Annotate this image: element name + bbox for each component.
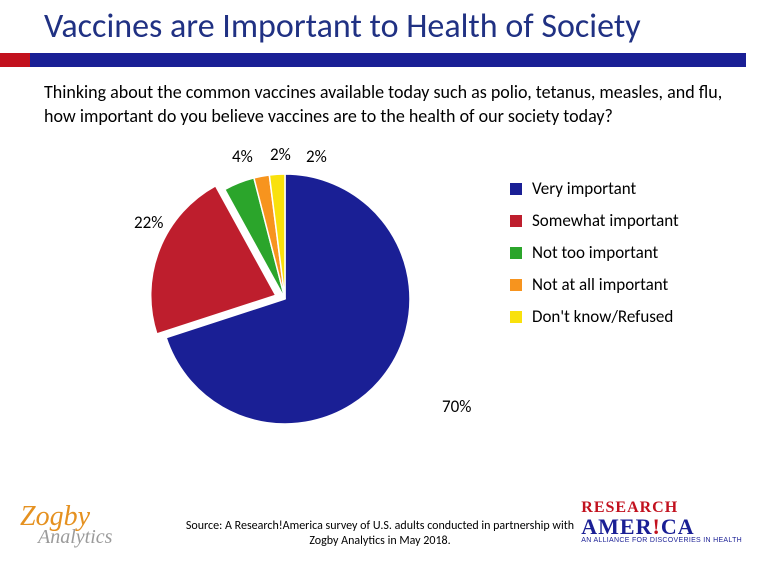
chart-legend: Very important Somewhat important Not too … [510,178,679,338]
zogby-logo: Zogby Analytics [20,505,112,546]
survey-question: Thinking about the common vaccines avail… [0,67,760,128]
zogby-logo-line2: Analytics [38,529,112,546]
pie-slice-label: 2% [306,146,327,167]
legend-swatch [510,311,522,323]
legend-label: Not too important [532,242,658,263]
legend-label: Somewhat important [532,210,679,231]
pie-slice-label: 22% [134,212,163,233]
ra-line2: AMER!CA [581,517,742,537]
ra-line2a: AMER [581,514,652,539]
title-underline-bar [0,53,760,67]
source-citation: Source: A Research!America survey of U.S… [180,519,580,548]
legend-item: Somewhat important [510,210,679,231]
footer: Zogby Analytics Source: A Research!Ameri… [0,492,760,562]
legend-item: Not at all important [510,274,679,295]
pie-slice-label: 70% [442,396,471,417]
bar-red [0,53,30,67]
legend-swatch [510,279,522,291]
legend-swatch [510,215,522,227]
pie-chart-area: 70% 22% 4% 2% 2% Very important Somewhat impo… [0,128,760,458]
pie-slice-label: 4% [232,146,253,167]
bar-blue [30,53,746,67]
research-america-logo: RESEARCH AMER!CA AN ALLIANCE FOR DISCOVE… [581,499,742,544]
legend-item: Not too important [510,242,679,263]
legend-swatch [510,183,522,195]
legend-item: Very important [510,178,679,199]
legend-label: Very important [532,178,636,199]
legend-item: Don't know/Refused [510,306,679,327]
ra-tagline: AN ALLIANCE FOR DISCOVERIES IN HEALTH [581,537,742,544]
pie-chart [140,134,430,424]
pie-slice-label: 2% [270,144,291,165]
legend-swatch [510,247,522,259]
ra-line2b: CA [661,514,695,539]
legend-label: Not at all important [532,274,668,295]
slide-title: Vaccines are Important to Health of Soci… [0,0,760,53]
ra-excl-icon: ! [652,514,660,539]
legend-label: Don't know/Refused [532,306,673,327]
